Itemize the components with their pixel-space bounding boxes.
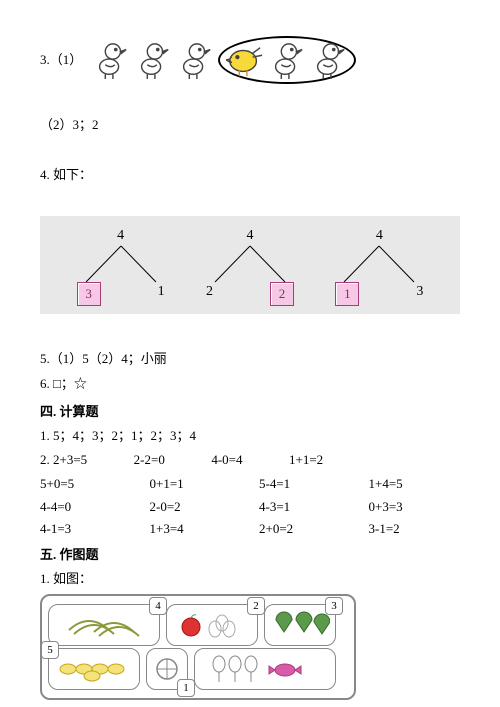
bird-outline-icon (134, 40, 172, 80)
bond-lines-icon (200, 244, 300, 284)
cell-ball: 1 (146, 648, 188, 690)
calc-cell: 2+3=5 (53, 452, 87, 467)
drawing-panel: 4 2 3 5 1 (40, 594, 356, 700)
bird-outline-icon (310, 40, 348, 80)
calc-cell: 2-2=0 (134, 452, 165, 467)
cell-coins: 5 (48, 648, 140, 690)
bond-top: 4 (376, 226, 383, 246)
bananas-icon (64, 610, 144, 640)
bird-yellow-icon (226, 40, 264, 80)
q3-label: 3.（1） (40, 51, 82, 69)
bond-right: 1 (158, 282, 165, 302)
bond-left: 3 (77, 282, 101, 306)
cell-tag: 2 (247, 597, 265, 615)
cell-parachutes: 3 (264, 604, 336, 646)
number-bonds: 4 3 1 4 2 2 4 1 3 (40, 216, 460, 314)
bird-outline-icon (268, 40, 306, 80)
circled-group (218, 36, 356, 84)
ball-icon (153, 655, 181, 683)
cell-tag: 5 (41, 641, 59, 659)
calc-cell: 1+4=5 (369, 475, 461, 493)
bond-right: 2 (270, 282, 294, 306)
bond-lines-icon (329, 244, 429, 284)
calc-cell: 1+3=4 (150, 520, 242, 538)
bird-outline-icon (92, 40, 130, 80)
section4-title: 四. 计算题 (40, 403, 460, 421)
bond-3: 4 1 3 (319, 226, 439, 306)
coins-icon (56, 654, 132, 684)
bond-2: 4 2 2 (190, 226, 310, 306)
q4-label: 4. 如下： (40, 166, 460, 184)
cell-bananas: 4 (48, 604, 160, 646)
calc-cell: 5+0=5 (40, 475, 132, 493)
cell-tag: 3 (325, 597, 343, 615)
calc-cell: 1+1=2 (289, 452, 323, 467)
bird-outline-icon (176, 40, 214, 80)
parachutes-icon (270, 608, 330, 642)
calc-cell: 4-4=0 (40, 498, 132, 516)
calc-grid: 5+0=5 0+1=1 5-4=1 1+4=5 4-4=0 2-0=2 4-3=… (40, 475, 460, 538)
calc-cell: 3-1=2 (369, 520, 461, 538)
calc-cell: 0+1=1 (150, 475, 242, 493)
calc-cell: 4-1=3 (40, 520, 132, 538)
calc-line1: 1. 5；4；3；2；1；2；3；4 (40, 427, 460, 445)
calc-cell: 4-3=1 (259, 498, 351, 516)
q3-row: 3.（1） (40, 36, 460, 84)
calc-line2: 2. 2+3=5 2-2=0 4-0=4 1+1=2 (40, 451, 460, 469)
calc-cell: 2+0=2 (259, 520, 351, 538)
bond-top: 4 (246, 226, 253, 246)
section5-title: 五. 作图题 (40, 546, 460, 564)
calc-cell: 5-4=1 (259, 475, 351, 493)
q5-text: 5.（1）5（2）4；小丽 (40, 350, 460, 368)
bond-left: 2 (206, 282, 213, 302)
cell-apple-pears: 2 (166, 604, 258, 646)
bond-lines-icon (71, 244, 171, 284)
calc-cell: 0+3=3 (369, 498, 461, 516)
calc-cell: 2-0=2 (150, 498, 242, 516)
cell-tag: 4 (149, 597, 167, 615)
q6-text: 6. □；☆ (40, 375, 460, 393)
bond-right: 3 (416, 282, 423, 302)
section5-q1: 1. 如图： (40, 570, 460, 588)
cell-balloons-candy (194, 648, 336, 690)
bond-top: 4 (117, 226, 124, 246)
q3-sub2: （2）3；2 (40, 116, 460, 134)
calc-line2-prefix: 2. (40, 452, 50, 467)
balloons-candy-icon (205, 652, 325, 686)
cell-tag: 1 (177, 679, 195, 697)
bond-1: 4 3 1 (61, 226, 181, 306)
bond-left: 1 (335, 282, 359, 306)
calc-cell: 4-0=4 (211, 452, 242, 467)
apple-pears-icon (177, 609, 247, 641)
